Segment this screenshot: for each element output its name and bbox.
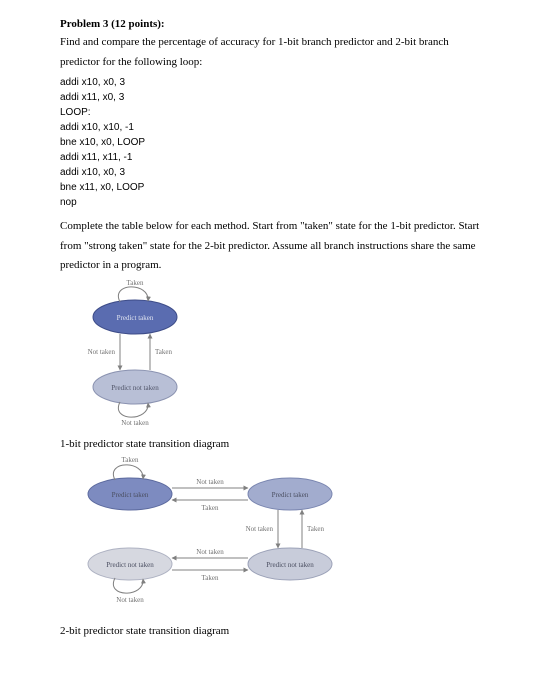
svg-text:Predict not taken: Predict not taken xyxy=(266,561,314,569)
edge-wt-wn: Not taken xyxy=(246,525,274,533)
two-bit-diagram: Predict taken Predict taken Predict not … xyxy=(60,454,380,619)
svg-text:Taken: Taken xyxy=(155,348,173,356)
code-line: bne x10, x0, LOOP xyxy=(60,135,500,150)
code-line: bne x11, x0, LOOP xyxy=(60,180,500,195)
edge-sn-self: Not taken xyxy=(116,596,144,604)
svg-text:Taken: Taken xyxy=(307,525,325,533)
edge-wn-sn: Not taken xyxy=(196,548,224,556)
para2-line-2: from "strong taken" state for the 2-bit … xyxy=(60,238,500,256)
problem-title: Problem 3 (12 points): xyxy=(60,18,500,30)
code-line: addi x10, x0, 3 xyxy=(60,165,500,180)
svg-text:Taken: Taken xyxy=(121,456,139,464)
edge-wn-wt: Taken xyxy=(307,525,325,533)
svg-text:Not taken: Not taken xyxy=(246,525,274,533)
svg-text:Taken: Taken xyxy=(201,504,219,512)
caption-1bit: 1-bit predictor state transition diagram xyxy=(60,438,500,450)
svg-text:Not taken: Not taken xyxy=(196,478,224,486)
code-line: addi x10, x10, -1 xyxy=(60,120,500,135)
edge-sn-wn: Taken xyxy=(201,574,219,582)
wn-label: Predict not taken xyxy=(266,561,314,569)
code-line: LOOP: xyxy=(60,105,500,120)
st-label: Predict taken xyxy=(112,491,149,499)
svg-text:Not taken: Not taken xyxy=(116,596,144,604)
code-line: addi x11, x0, 3 xyxy=(60,90,500,105)
svg-text:Predict taken: Predict taken xyxy=(112,491,149,499)
para2-line-1: Complete the table below for each method… xyxy=(60,218,500,236)
code-block: addi x10, x0, 3 addi x11, x0, 3 LOOP: ad… xyxy=(60,75,500,210)
state2-label: Predict not taken xyxy=(111,384,159,392)
state1-label: Predict taken xyxy=(117,314,154,322)
edge-wt-st: Taken xyxy=(201,504,219,512)
intro-line-1: Find and compare the percentage of accur… xyxy=(60,34,500,52)
svg-text:Predict taken: Predict taken xyxy=(272,491,309,499)
svg-text:Predict taken: Predict taken xyxy=(117,314,154,322)
svg-text:Predict not taken: Predict not taken xyxy=(106,561,154,569)
svg-text:Predict not taken: Predict not taken xyxy=(111,384,159,392)
code-line: addi x10, x0, 3 xyxy=(60,75,500,90)
one-bit-diagram: Predict taken Predict not taken Taken No… xyxy=(60,277,260,432)
edge-st-wt: Not taken xyxy=(196,478,224,486)
page: Problem 3 (12 points): Find and compare … xyxy=(0,0,540,651)
svg-text:Not taken: Not taken xyxy=(121,419,149,427)
svg-text:Taken: Taken xyxy=(126,279,144,287)
svg-text:Taken: Taken xyxy=(201,574,219,582)
edge-nottaken-self: Not taken xyxy=(121,419,149,427)
code-line: nop xyxy=(60,195,500,210)
edge-taken-self: Taken xyxy=(126,279,144,287)
intro-line-2: predictor for the following loop: xyxy=(60,54,500,72)
code-line: addi x11, x11, -1 xyxy=(60,150,500,165)
svg-text:Not taken: Not taken xyxy=(88,348,116,356)
edge-st-self: Taken xyxy=(121,456,139,464)
edge-down: Not taken xyxy=(88,348,116,356)
caption-2bit: 2-bit predictor state transition diagram xyxy=(60,625,500,637)
sn-label: Predict not taken xyxy=(106,561,154,569)
para2-line-3: predictor in a program. xyxy=(60,257,500,275)
svg-text:Not taken: Not taken xyxy=(196,548,224,556)
wt-label: Predict taken xyxy=(272,491,309,499)
edge-up: Taken xyxy=(155,348,173,356)
